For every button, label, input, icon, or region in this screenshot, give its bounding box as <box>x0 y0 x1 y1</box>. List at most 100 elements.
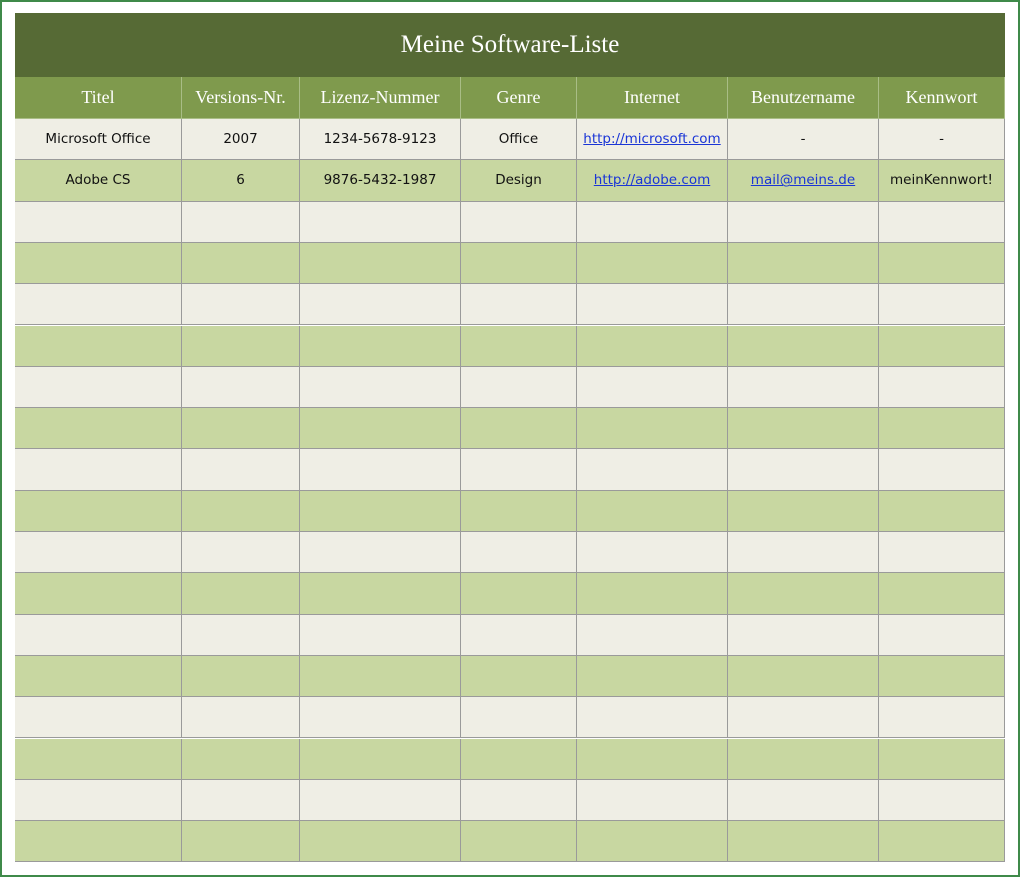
table-cell: 1234-5678-9123 <box>300 119 461 161</box>
table-cell <box>461 821 577 863</box>
table-cell <box>15 738 182 780</box>
table-cell <box>15 779 182 822</box>
table-cell <box>879 821 1005 863</box>
table-cell <box>577 284 728 326</box>
table-cell <box>577 490 728 532</box>
table-cell <box>15 201 182 243</box>
table-cell: meinKennwort! <box>879 160 1005 202</box>
table-cell <box>300 449 461 491</box>
table-cell <box>15 325 182 367</box>
link[interactable]: mail@meins.de <box>750 172 856 189</box>
table-cell <box>182 325 300 367</box>
table-cell <box>879 325 1005 367</box>
link[interactable]: http://adobe.com <box>593 172 711 189</box>
column-header: Lizenz-Nummer <box>300 77 461 119</box>
table-cell <box>182 738 300 780</box>
table-cell <box>461 490 577 532</box>
table-cell <box>577 366 728 409</box>
table-cell <box>879 738 1005 780</box>
table-cell <box>577 697 728 739</box>
table-cell <box>728 408 879 450</box>
link[interactable]: http://microsoft.com <box>583 131 721 148</box>
table-cell <box>577 655 728 698</box>
table-cell <box>461 449 577 491</box>
table-cell: Microsoft Office <box>15 119 182 161</box>
table-cell <box>879 573 1005 615</box>
table-cell <box>182 366 300 409</box>
table-cell <box>15 655 182 698</box>
table-cell <box>728 779 879 822</box>
table-cell <box>577 449 728 491</box>
table-cell <box>182 284 300 326</box>
table-cell <box>461 655 577 698</box>
table-cell <box>728 325 879 367</box>
table-cell <box>728 201 879 243</box>
table-cell <box>300 408 461 450</box>
table-cell: 9876-5432-1987 <box>300 160 461 202</box>
table-cell <box>182 449 300 491</box>
table-cell <box>461 532 577 574</box>
table-cell <box>879 697 1005 739</box>
table-cell <box>461 366 577 409</box>
table-cell <box>577 614 728 656</box>
table-cell <box>15 614 182 656</box>
table-cell <box>577 408 728 450</box>
table-cell <box>728 697 879 739</box>
table-cell <box>182 573 300 615</box>
table-cell <box>300 573 461 615</box>
table-cell <box>879 779 1005 822</box>
table-cell <box>461 284 577 326</box>
table-cell <box>300 532 461 574</box>
table-cell <box>182 614 300 656</box>
table-cell <box>15 408 182 450</box>
column-header: Internet <box>577 77 728 119</box>
cell-text: Office <box>498 131 539 148</box>
column-header: Kennwort <box>879 77 1005 119</box>
table-cell <box>577 738 728 780</box>
table-cell <box>182 532 300 574</box>
spreadsheet: Meine Software-Liste Titel Versions-Nr. Li… <box>15 13 1005 863</box>
table-cell <box>728 532 879 574</box>
table-cell <box>577 325 728 367</box>
table-cell <box>879 655 1005 698</box>
cell-text: Adobe CS <box>65 172 131 189</box>
cell-text: Design <box>495 172 542 189</box>
table-cell <box>577 821 728 863</box>
table-cell <box>577 779 728 822</box>
column-header: Titel <box>15 77 182 119</box>
table-cell <box>300 614 461 656</box>
table-cell <box>461 573 577 615</box>
table-cell <box>461 697 577 739</box>
table-cell <box>577 242 728 285</box>
table-cell <box>300 821 461 863</box>
cell-text: 9876-5432-1987 <box>323 172 437 189</box>
table-cell <box>879 449 1005 491</box>
table-cell <box>461 325 577 367</box>
table-cell <box>15 284 182 326</box>
table-cell: http://microsoft.com <box>577 119 728 161</box>
table-cell <box>728 490 879 532</box>
table-cell: Adobe CS <box>15 160 182 202</box>
table-cell <box>182 697 300 739</box>
table-cell <box>879 490 1005 532</box>
table-cell <box>15 532 182 574</box>
table-cell <box>300 242 461 285</box>
table-cell <box>182 408 300 450</box>
table-cell <box>577 201 728 243</box>
table-cell <box>300 697 461 739</box>
table-cell <box>728 821 879 863</box>
table-cell <box>15 821 182 863</box>
table-cell: Office <box>461 119 577 161</box>
table-cell: mail@meins.de <box>728 160 879 202</box>
table-cell <box>300 284 461 326</box>
table-cell <box>728 449 879 491</box>
table-cell <box>879 366 1005 409</box>
table-cell: http://adobe.com <box>577 160 728 202</box>
table-cell <box>300 490 461 532</box>
table-cell: - <box>728 119 879 161</box>
table-cell <box>577 532 728 574</box>
table-cell <box>182 490 300 532</box>
table-cell <box>879 614 1005 656</box>
table-cell <box>728 655 879 698</box>
